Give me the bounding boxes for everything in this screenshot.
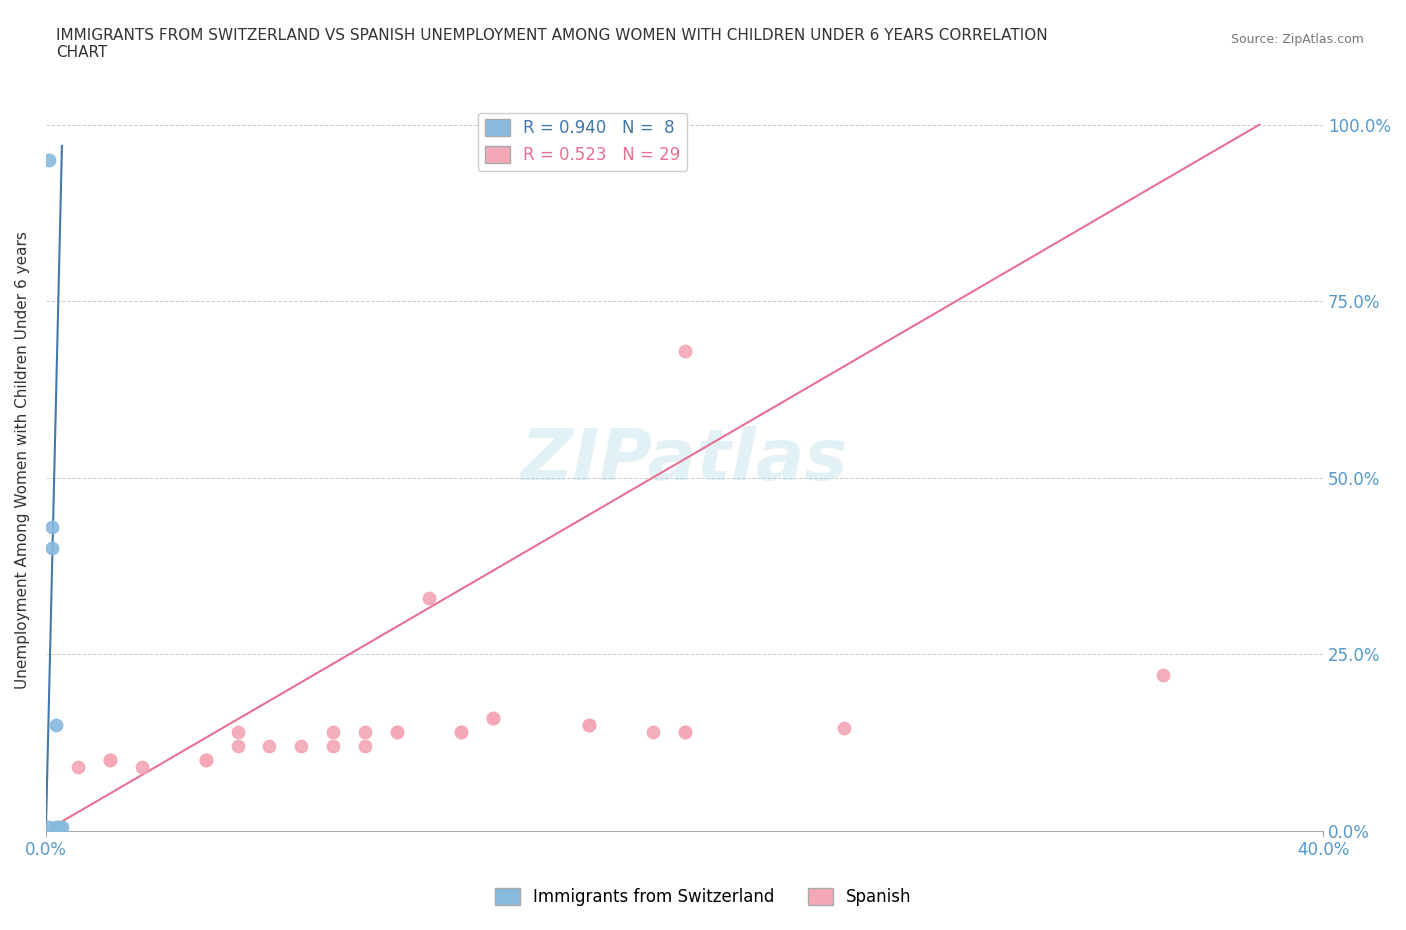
Point [226, 738, 249, 753]
Point [131, 760, 153, 775]
Point [418, 591, 440, 605]
Y-axis label: Unemployment Among Women with Children Under 6 years: Unemployment Among Women with Children U… [15, 232, 30, 689]
Point [641, 724, 664, 739]
Text: IMMIGRANTS FROM SWITZERLAND VS SPANISH UNEMPLOYMENT AMONG WOMEN WITH CHILDREN UN: IMMIGRANTS FROM SWITZERLAND VS SPANISH U… [56, 28, 1047, 60]
Point [482, 711, 505, 725]
Point [41, 520, 63, 535]
Point [226, 724, 249, 739]
Point [450, 724, 472, 739]
Point [354, 738, 377, 753]
Point [98, 752, 121, 767]
Point [673, 724, 696, 739]
Point [673, 343, 696, 358]
Legend: R = 0.940   N =  8, R = 0.523   N = 29: R = 0.940 N = 8, R = 0.523 N = 29 [478, 113, 688, 170]
Text: Source: ZipAtlas.com: Source: ZipAtlas.com [1230, 33, 1364, 46]
Point [832, 721, 855, 736]
Point [45, 717, 67, 732]
Point [66, 760, 89, 775]
Point [450, 724, 472, 739]
Point [290, 738, 312, 753]
Point [322, 738, 344, 753]
Point [48, 820, 70, 835]
Point [1153, 668, 1175, 683]
Point [322, 724, 344, 739]
Text: ZIPatlas: ZIPatlas [520, 426, 848, 495]
Point [354, 724, 377, 739]
Point [259, 738, 281, 753]
Point [194, 752, 217, 767]
Legend: Immigrants from Switzerland, Spanish: Immigrants from Switzerland, Spanish [488, 881, 918, 912]
Point [385, 724, 408, 739]
Point [673, 724, 696, 739]
Point [41, 541, 63, 556]
Point [38, 820, 60, 835]
Point [578, 717, 600, 732]
Point [578, 717, 600, 732]
Point [45, 820, 67, 835]
Point [194, 752, 217, 767]
Point [98, 752, 121, 767]
Point [38, 153, 60, 167]
Point [51, 820, 73, 835]
Point [482, 711, 505, 725]
Point [385, 724, 408, 739]
